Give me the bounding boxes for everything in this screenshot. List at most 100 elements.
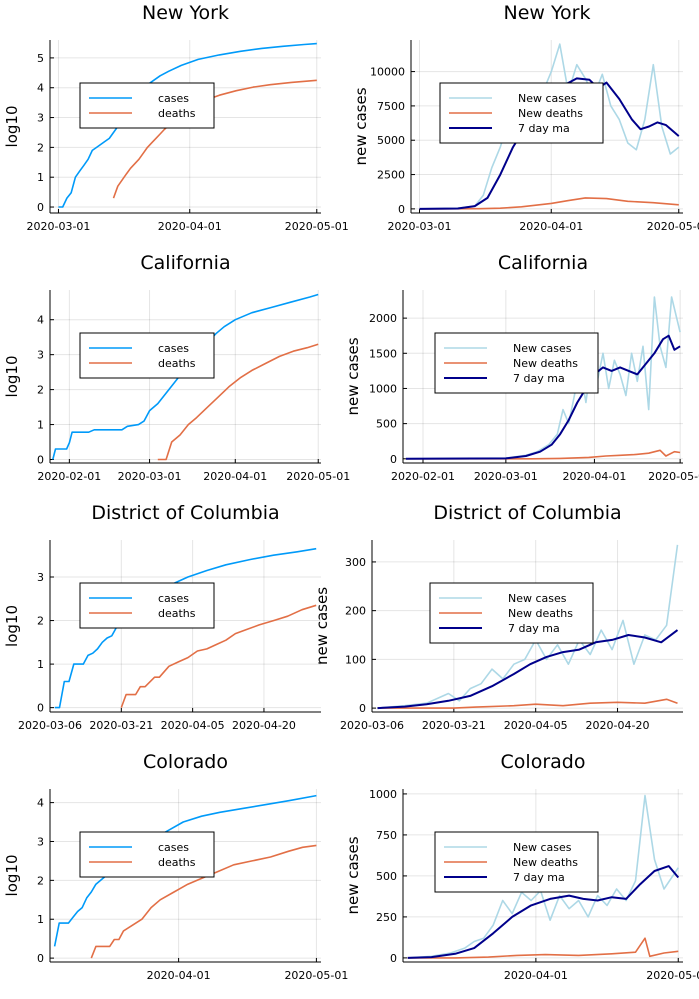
y-tick-label: 300 bbox=[345, 556, 366, 569]
y-tick-label: 1000 bbox=[369, 788, 397, 801]
y-tick-label: 200 bbox=[345, 605, 366, 618]
y-tick-label: 3 bbox=[37, 835, 44, 848]
y-tick-label: 0 bbox=[37, 201, 44, 214]
chart-panel-3: 2020-02-01 2020-03-01 2020-04-01 2020-05-01… bbox=[3, 252, 350, 483]
y-tick-label: 1 bbox=[37, 419, 44, 432]
y-tick-label: 750 bbox=[376, 829, 397, 842]
x-tick-label: 2020-05-01 bbox=[646, 969, 699, 982]
legend: cases deaths bbox=[79, 332, 215, 379]
y-tick-label: 500 bbox=[376, 870, 397, 883]
y-tick-label: 4 bbox=[37, 314, 44, 327]
legend-label: New cases bbox=[513, 841, 572, 854]
chart-panel-5: 2020-03-06 2020-03-21 2020-04-05 2020-04-20… bbox=[3, 502, 321, 732]
y-tick-label: 10000 bbox=[370, 66, 405, 79]
series-line-deaths bbox=[120, 604, 317, 708]
x-tick-label: 2020-04-01 bbox=[203, 470, 267, 483]
series-line-new-deaths bbox=[377, 698, 678, 709]
chart-panel-4: 2020-02-01 2020-03-01 2020-04-01 2020-05-01… bbox=[344, 252, 699, 483]
y-tick-label: 2 bbox=[37, 384, 44, 397]
y-tick-label: 4 bbox=[37, 797, 44, 810]
legend-box bbox=[79, 332, 215, 379]
series-line-new-deaths bbox=[407, 937, 679, 959]
legend-label: cases bbox=[158, 92, 189, 105]
chart-title: District of Columbia bbox=[91, 502, 279, 524]
x-tick-label: 2020-05-01 bbox=[648, 470, 699, 483]
x-tick-label: 2020-04-20 bbox=[232, 719, 296, 732]
legend-label: cases bbox=[158, 841, 189, 854]
chart-panel-6: 2020-03-06 2020-03-21 2020-04-05 2020-04-20… bbox=[313, 502, 683, 732]
y-tick-label: 3 bbox=[37, 571, 44, 584]
legend: New cases New deaths 7 day ma bbox=[429, 582, 594, 644]
legend-label: deaths bbox=[158, 607, 196, 620]
y-tick-label: 2500 bbox=[377, 169, 405, 182]
y-tick-label: 1 bbox=[37, 658, 44, 671]
legend-label: 7 day ma bbox=[513, 871, 565, 884]
legend-box bbox=[434, 831, 599, 893]
series-line-new-deaths bbox=[405, 449, 681, 460]
legend-label: New cases bbox=[518, 92, 577, 105]
chart-panel-7: 2020-04-01 2020-05-01 0 1 2 3 4 Colorado log10 ca… bbox=[3, 751, 348, 982]
x-tick-label: 2020-04-05 bbox=[504, 719, 568, 732]
legend-label: deaths bbox=[158, 856, 196, 869]
legend-label: New cases bbox=[508, 592, 567, 605]
series-line-7-day-ma bbox=[407, 865, 680, 959]
x-tick-label: 2020-03-01 bbox=[388, 220, 452, 233]
y-tick-label: 0 bbox=[359, 702, 366, 715]
y-axis-label: log10 bbox=[3, 106, 21, 148]
legend-label: cases bbox=[158, 592, 189, 605]
chart-title: District of Columbia bbox=[433, 502, 621, 524]
legend: cases deaths bbox=[79, 582, 215, 629]
x-tick-label: 2020-03-01 bbox=[118, 470, 182, 483]
x-tick-label: 2020-04-01 bbox=[158, 220, 222, 233]
legend: cases deaths bbox=[79, 831, 215, 878]
series-line-7-day-ma bbox=[419, 77, 680, 210]
legend-label: 7 day ma bbox=[518, 122, 570, 135]
y-tick-label: 250 bbox=[376, 911, 397, 924]
legend: New cases New deaths 7 day ma bbox=[439, 82, 604, 144]
x-tick-label: 2020-03-06 bbox=[18, 719, 82, 732]
series-line-cases bbox=[52, 293, 319, 460]
y-tick-label: 5 bbox=[37, 52, 44, 65]
chart-title: California bbox=[140, 252, 230, 274]
y-tick-label: 7500 bbox=[377, 100, 405, 113]
legend: New cases New deaths 7 day ma bbox=[434, 332, 599, 394]
chart-title: California bbox=[498, 252, 588, 274]
y-axis-label: new cases bbox=[352, 87, 370, 165]
x-tick-label: 2020-04-05 bbox=[161, 719, 225, 732]
series-line-new-cases bbox=[377, 544, 679, 709]
x-tick-label: 2020-03-01 bbox=[474, 470, 538, 483]
y-tick-label: 0 bbox=[37, 952, 44, 965]
y-tick-label: 1500 bbox=[369, 347, 397, 360]
legend-box bbox=[79, 831, 215, 878]
y-tick-label: 0 bbox=[390, 952, 397, 965]
series-line-new-cases bbox=[405, 296, 681, 460]
y-tick-label: 4 bbox=[37, 82, 44, 95]
y-tick-label: 2000 bbox=[369, 312, 397, 325]
series-line-deaths bbox=[90, 844, 317, 959]
y-tick-label: 0 bbox=[37, 702, 44, 715]
legend: New cases New deaths 7 day ma bbox=[434, 831, 599, 893]
y-tick-label: 0 bbox=[37, 454, 44, 467]
x-tick-label: 2020-04-20 bbox=[586, 719, 650, 732]
x-tick-label: 2020-03-21 bbox=[89, 719, 153, 732]
x-tick-label: 2020-05-01 bbox=[285, 220, 349, 233]
x-tick-label: 2020-04-01 bbox=[147, 969, 211, 982]
y-tick-label: 100 bbox=[345, 653, 366, 666]
legend-label: New deaths bbox=[513, 357, 578, 370]
chart-panel-2: 2020-03-01 2020-04-01 2020-05-01 0 2500 5000 7… bbox=[352, 2, 699, 233]
series-line-7-day-ma bbox=[405, 334, 681, 460]
y-tick-label: 0 bbox=[398, 203, 405, 216]
legend-label: 7 day ma bbox=[508, 622, 560, 635]
x-tick-label: 2020-04-01 bbox=[504, 969, 568, 982]
x-tick-label: 2020-05-01 bbox=[647, 220, 699, 233]
series-line-new-cases bbox=[407, 794, 679, 959]
chart-panel-8: 2020-04-01 2020-05-01 0 250 500 750 1000 Colora… bbox=[344, 751, 699, 982]
x-tick-label: 2020-04-01 bbox=[562, 470, 626, 483]
y-tick-label: 5000 bbox=[377, 134, 405, 147]
chart-title: New York bbox=[503, 2, 590, 24]
y-tick-label: 1000 bbox=[369, 382, 397, 395]
x-tick-label: 2020-02-01 bbox=[391, 470, 455, 483]
y-axis-label: log10 bbox=[3, 605, 21, 647]
y-tick-label: 3 bbox=[37, 112, 44, 125]
legend-label: deaths bbox=[158, 357, 196, 370]
